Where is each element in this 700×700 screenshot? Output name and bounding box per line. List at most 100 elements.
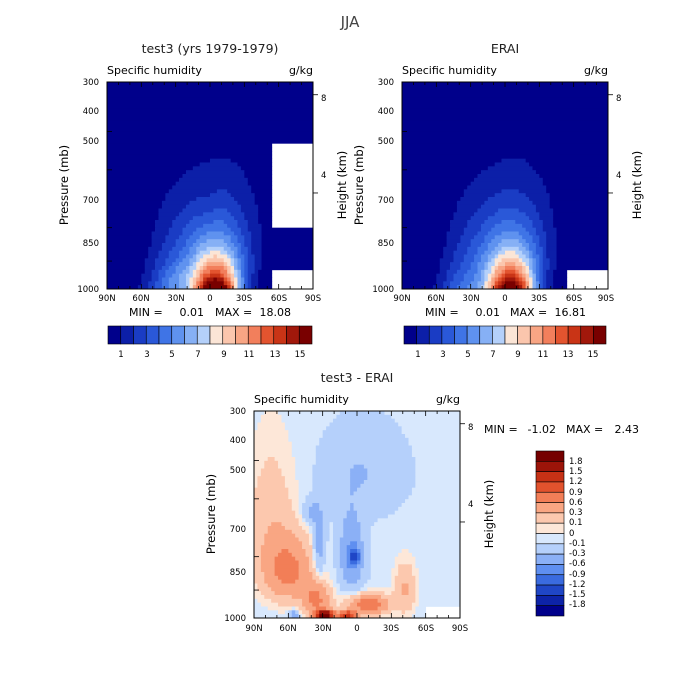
x-tick-label: 90N [393, 294, 410, 304]
contour-cell [374, 522, 460, 527]
contour-cell [240, 208, 259, 213]
contour-cell [363, 564, 372, 569]
contour-cell [529, 262, 533, 267]
contour-cell [501, 277, 506, 282]
contour-cell [360, 483, 416, 489]
contour-cell [247, 258, 255, 263]
y-tick-label: 300 [230, 407, 246, 417]
contour-cell [298, 491, 310, 496]
contour-cell [518, 273, 523, 278]
axis-ticks [253, 410, 465, 619]
contour-cell [415, 472, 460, 477]
contour-cell [244, 285, 249, 289]
contour-cell [477, 246, 489, 252]
x-tick-label: 60S [566, 294, 582, 304]
contour-cell [402, 131, 608, 137]
contour-cell [515, 273, 520, 278]
contour-cell [288, 495, 299, 500]
contour-cell [332, 556, 341, 561]
contour-cell [525, 281, 530, 286]
contour-cell [107, 97, 313, 102]
contour-cell [336, 579, 348, 584]
contour-cell [542, 269, 547, 275]
contour-cell [210, 273, 221, 278]
contour-cell [529, 269, 533, 275]
y-tick-label: 500 [378, 137, 394, 147]
contour-cell [251, 281, 259, 286]
contour-cell [199, 273, 204, 278]
contour-cell [319, 572, 324, 577]
contour-cell [247, 285, 252, 289]
contour-cell [158, 273, 166, 278]
contour-cell [308, 514, 324, 519]
contour-cell [487, 243, 499, 248]
contour-cell [401, 426, 460, 431]
contour-cell [271, 522, 282, 527]
contour-cell [408, 549, 460, 554]
contour-cell [360, 552, 365, 558]
contour-cell [463, 273, 475, 278]
contour-cell [189, 250, 197, 255]
contour-cell [367, 468, 416, 473]
x-tick-label: 60N [279, 624, 296, 634]
colorbar-label: 9 [221, 350, 226, 360]
contour-cell [312, 552, 317, 558]
contour-cell [258, 285, 273, 289]
contour-cell [234, 273, 238, 278]
contour-cell [553, 273, 568, 278]
contour-cell [254, 545, 262, 550]
min-label: MIN = [484, 423, 518, 436]
contour-cell [332, 579, 337, 584]
contour-cell [480, 204, 537, 209]
contour-cell [539, 174, 608, 179]
contour-cell [281, 468, 296, 473]
contour-cell [172, 185, 252, 190]
contour-cell [415, 468, 460, 473]
contour-cell [203, 285, 228, 289]
contour-cell [463, 193, 496, 198]
contour-cell [539, 239, 547, 244]
contour-cell [484, 220, 502, 225]
contour-cell [298, 614, 303, 618]
contour-cell [370, 541, 460, 546]
contour-cell [254, 602, 262, 607]
contour-cell [281, 549, 289, 554]
contour-cell [415, 457, 460, 462]
contour-cell [336, 602, 341, 607]
contour-cell [501, 273, 506, 278]
contour-cell [240, 262, 245, 267]
contour-cell [107, 239, 152, 244]
contour-cell [308, 564, 313, 569]
contour-cell [237, 162, 273, 167]
contour-cell [402, 223, 451, 229]
contour-cell [343, 598, 354, 604]
contour-cell [107, 166, 194, 171]
contour-cell [532, 285, 537, 289]
colorbar-swatch [454, 325, 468, 345]
contour-cell [402, 108, 608, 114]
contour-cell [332, 583, 341, 588]
contour-cell [315, 564, 324, 569]
contour-cell [529, 231, 537, 236]
contour-cell [477, 266, 485, 271]
contour-cell [298, 564, 310, 569]
contour-cell [312, 575, 320, 581]
contour-cell [450, 227, 465, 232]
contour-cell [254, 614, 289, 618]
contour-cell [251, 185, 273, 190]
contour-cell [336, 598, 344, 604]
contour-cell [254, 254, 262, 259]
contour-cell [165, 193, 211, 198]
contour-cell [254, 411, 265, 416]
contour-cell [556, 254, 608, 259]
contour-cell [305, 614, 310, 618]
contour-cell [446, 231, 465, 236]
contour-cell [456, 269, 468, 275]
contour-cell [529, 243, 537, 248]
contour-cell [291, 499, 299, 504]
contour-cell [487, 266, 492, 271]
contour-cell [244, 281, 249, 286]
x-tick-label: 0 [354, 624, 359, 634]
contour-cell [357, 610, 382, 615]
